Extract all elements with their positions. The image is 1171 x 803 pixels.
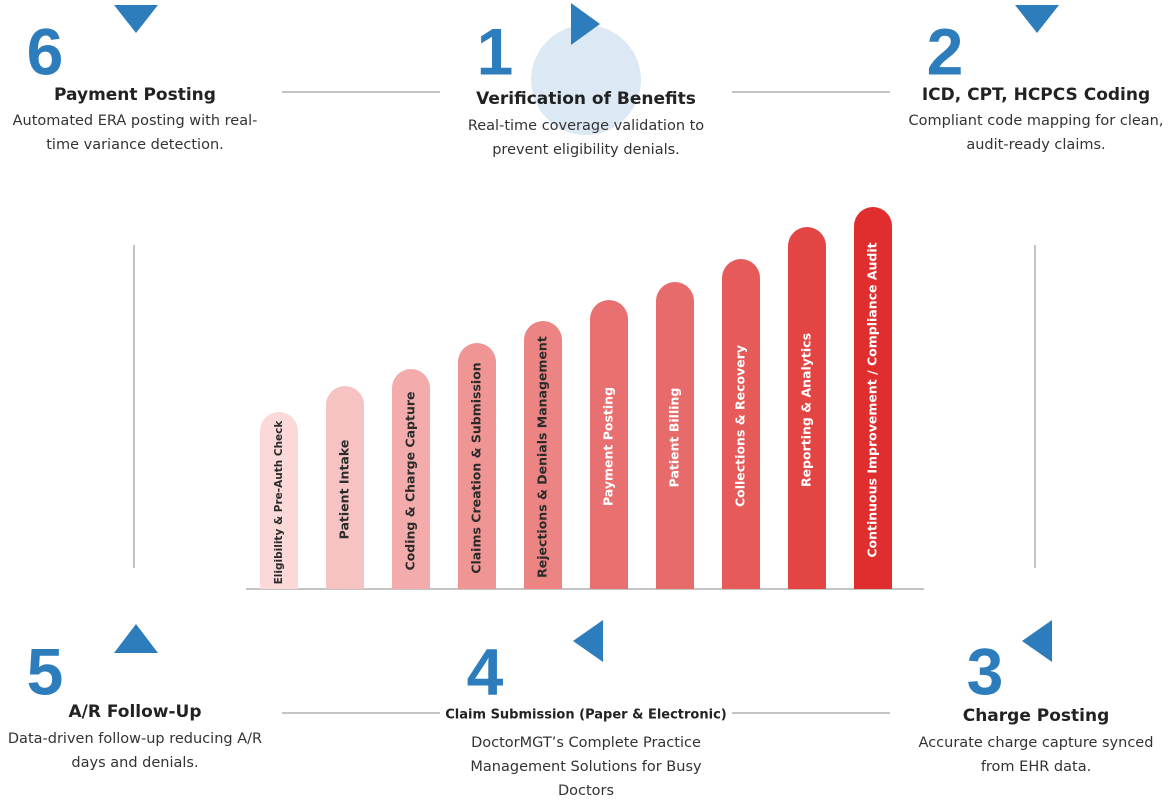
stage-label: Patient Intake xyxy=(337,440,352,540)
stage-bar xyxy=(326,386,364,589)
step-number: 5 xyxy=(27,634,64,708)
step-number: 6 xyxy=(27,14,64,88)
arrow-up xyxy=(114,624,158,653)
stage-label: Coding & Charge Capture xyxy=(403,392,418,571)
stage-label: Claims Creation & Submission xyxy=(469,362,484,573)
step-description: Management Solutions for Busy xyxy=(470,759,702,775)
step-description: audit-ready claims. xyxy=(966,137,1105,153)
arrow-left xyxy=(573,620,603,662)
stage-bar xyxy=(458,343,496,589)
step-description: time variance detection. xyxy=(46,137,224,153)
stage-label: Rejections & Denials Management xyxy=(535,336,550,578)
stage-bar xyxy=(524,321,562,589)
step-description: Doctors xyxy=(558,783,614,799)
stage-label: Payment Posting xyxy=(601,387,616,506)
step-title: A/R Follow-Up xyxy=(68,702,201,722)
stage-label: Reporting & Analytics xyxy=(799,333,814,487)
step-number: 2 xyxy=(927,14,964,88)
stage-bar xyxy=(392,369,430,589)
stage-label: Continuous Improvement / Compliance Audi… xyxy=(865,242,880,557)
step-title: ICD, CPT, HCPCS Coding xyxy=(922,85,1150,105)
highlight-circle xyxy=(531,25,641,135)
step-description: Data-driven follow-up reducing A/R xyxy=(8,731,262,747)
stage-bar xyxy=(722,259,760,589)
step-number: 3 xyxy=(967,634,1004,708)
stage-bar xyxy=(854,207,892,589)
step-description: from EHR data. xyxy=(981,759,1091,775)
step-description: days and denials. xyxy=(71,755,198,771)
stage-bar xyxy=(260,412,298,589)
step-title: Verification of Benefits xyxy=(476,89,696,109)
step-number: 1 xyxy=(477,14,514,88)
stage-label: Eligibility & Pre-Auth Check xyxy=(273,420,285,585)
step-description: prevent eligibility denials. xyxy=(492,142,680,158)
step-description: Accurate charge capture synced xyxy=(919,735,1154,751)
stage-label: Patient Billing xyxy=(667,388,682,488)
step-number: 4 xyxy=(467,634,504,708)
arrow-left xyxy=(1022,620,1052,662)
step-description: Real-time coverage validation to xyxy=(468,118,704,134)
stage-label: Collections & Recovery xyxy=(733,345,748,507)
step-description: Automated ERA posting with real- xyxy=(13,113,258,129)
stage-bar xyxy=(656,282,694,589)
step-title: Payment Posting xyxy=(54,85,216,105)
stage-bar xyxy=(788,227,826,589)
arrow-down xyxy=(1015,5,1059,33)
step-title: Charge Posting xyxy=(963,706,1110,726)
step-description: Compliant code mapping for clean, xyxy=(909,113,1164,129)
step-description: DoctorMGT’s Complete Practice xyxy=(471,735,701,751)
arrow-down xyxy=(114,5,158,33)
arrow-right xyxy=(571,3,600,45)
stage-bar xyxy=(590,300,628,589)
step-title: Claim Submission (Paper & Electronic) xyxy=(445,708,726,723)
